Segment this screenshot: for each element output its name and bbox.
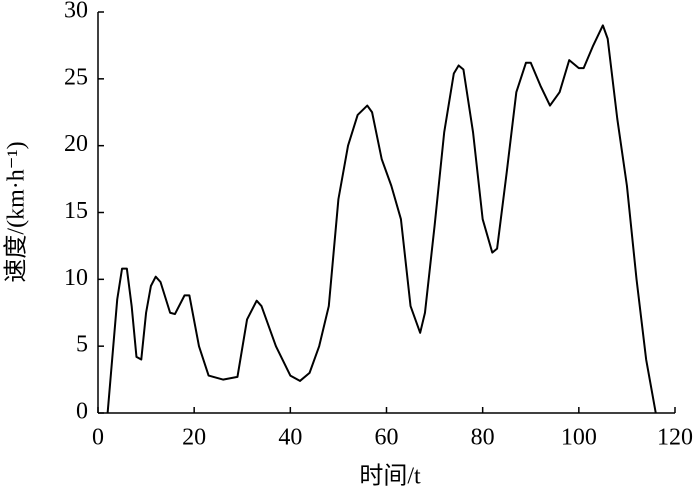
x-tick-label: 100 xyxy=(561,425,597,451)
y-tick-label: 5 xyxy=(76,332,88,358)
y-tick-label: 10 xyxy=(64,265,88,291)
x-tick-label: 60 xyxy=(375,425,399,451)
x-tick-label: 0 xyxy=(92,425,104,451)
y-tick-label: 20 xyxy=(64,131,88,157)
y-axis-label: 速度/(km·h⁻¹) xyxy=(3,141,30,282)
data-line xyxy=(106,24,657,414)
y-tick-label: 15 xyxy=(64,198,88,224)
x-tick-label: 120 xyxy=(657,425,693,451)
x-axis-label: 时间/t xyxy=(359,463,421,490)
x-tick-label: 80 xyxy=(471,425,495,451)
y-tick-label: 30 xyxy=(64,0,88,24)
x-tick-label: 40 xyxy=(278,425,302,451)
x-tick-label: 20 xyxy=(182,425,206,451)
y-tick-label: 25 xyxy=(64,64,88,90)
y-tick-label: 0 xyxy=(76,399,88,425)
